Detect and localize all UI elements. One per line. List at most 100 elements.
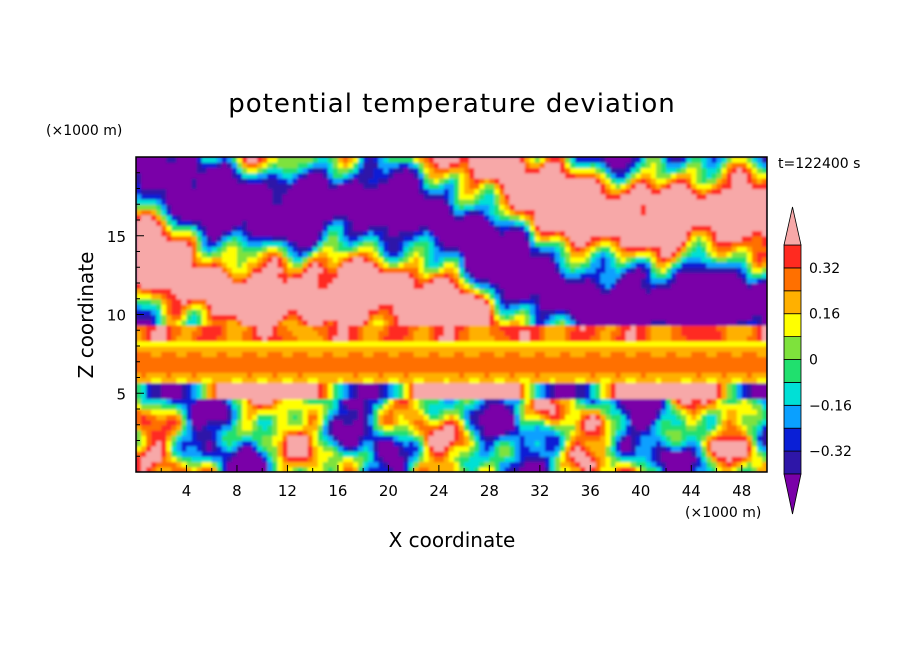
field-cell: [307, 451, 314, 457]
field-cell: [423, 367, 430, 373]
field-cell: [257, 367, 263, 373]
field-cell: [529, 309, 536, 316]
field-cell: [322, 403, 329, 410]
field-cell: [247, 319, 253, 326]
field-cell: [307, 398, 314, 405]
field-cell: [272, 356, 278, 363]
field-cell: [332, 351, 339, 358]
field-cell: [666, 440, 672, 447]
field-cell: [317, 398, 324, 405]
field-cell: [393, 283, 400, 289]
field-cell: [136, 340, 142, 347]
field-cell: [136, 277, 142, 284]
field-cell: [721, 314, 728, 321]
field-cell: [262, 283, 268, 289]
field-cell: [474, 403, 480, 410]
field-cell: [383, 456, 389, 463]
field-cell: [640, 346, 647, 352]
field-cell: [146, 456, 152, 463]
field-cell: [368, 361, 374, 368]
field-cell: [676, 262, 682, 268]
field-cell: [312, 403, 319, 410]
field-cell: [196, 435, 203, 442]
field-cell: [721, 330, 728, 337]
field-cell: [373, 277, 379, 284]
field-cell: [590, 440, 596, 447]
field-cell: [761, 325, 767, 331]
field-cell: [332, 461, 339, 468]
field-cell: [267, 424, 273, 431]
field-cell: [544, 330, 551, 337]
field-cell: [418, 314, 425, 321]
field-cell: [529, 346, 536, 352]
field-cell: [191, 309, 198, 316]
field-cell: [630, 340, 637, 347]
field-cell: [363, 409, 369, 415]
field-cell: [428, 382, 435, 389]
field-cell: [676, 340, 682, 347]
field-cell: [231, 403, 238, 410]
field-cell: [292, 340, 299, 347]
field-cell: [393, 419, 400, 426]
field-cell: [454, 319, 460, 326]
field-cell: [408, 403, 415, 410]
field-cell: [272, 314, 278, 321]
field-cell: [524, 388, 531, 394]
field-cell: [282, 330, 289, 337]
field-cell: [655, 346, 662, 352]
field-cell: [206, 372, 213, 379]
field-cell: [136, 288, 142, 295]
field-cell: [630, 330, 637, 337]
field-cell: [368, 440, 374, 447]
field-cell: [353, 272, 359, 279]
field-cell: [635, 435, 642, 442]
field-cell: [610, 451, 617, 457]
field-cell: [332, 309, 339, 316]
field-cell: [342, 293, 349, 300]
field-cell: [267, 367, 273, 373]
field-cell: [666, 430, 672, 436]
field-cell: [423, 346, 430, 352]
field-cell: [716, 304, 723, 310]
field-cell: [146, 445, 152, 452]
field-cell: [257, 382, 263, 389]
field-cell: [211, 283, 218, 289]
field-cell: [585, 382, 591, 389]
field-cell: [731, 445, 738, 452]
field-cell: [307, 456, 314, 463]
field-cell: [221, 293, 228, 300]
field-cell: [242, 461, 248, 468]
field-cell: [287, 403, 294, 410]
field-cell: [696, 335, 702, 342]
field-cell: [257, 393, 263, 400]
field-cell: [393, 403, 400, 410]
field-cell: [509, 466, 516, 472]
field-cell: [322, 277, 329, 284]
field-cell: [317, 346, 324, 352]
field-cell: [342, 456, 349, 463]
field-cell: [322, 335, 329, 342]
field-cell: [262, 304, 268, 310]
field-cell: [691, 445, 697, 452]
field-cell: [640, 356, 647, 363]
field-cell: [554, 361, 561, 368]
field-cell: [297, 456, 304, 463]
field-cell: [660, 409, 667, 415]
field-cell: [398, 382, 405, 389]
field-cell: [595, 330, 602, 337]
field-cell: [181, 272, 188, 279]
field-cell: [428, 461, 435, 468]
field-cell: [549, 377, 556, 384]
field-cell: [691, 419, 697, 426]
field-cell: [322, 319, 329, 326]
field-cell: [726, 403, 733, 410]
field-cell: [494, 277, 501, 284]
field-cell: [176, 346, 183, 352]
field-cell: [479, 356, 485, 363]
field-cell: [312, 277, 319, 284]
field-cell: [398, 330, 405, 337]
field-cell: [746, 451, 753, 457]
field-cell: [544, 424, 551, 431]
field-cell: [257, 435, 263, 442]
field-cell: [635, 398, 642, 405]
